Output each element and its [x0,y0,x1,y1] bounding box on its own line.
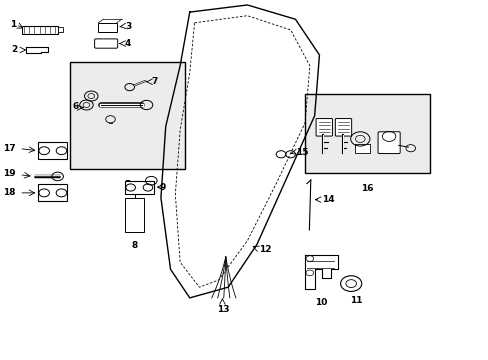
FancyBboxPatch shape [124,181,153,194]
FancyBboxPatch shape [98,23,117,32]
FancyBboxPatch shape [377,132,399,154]
FancyBboxPatch shape [315,118,332,136]
FancyBboxPatch shape [355,144,369,153]
Text: 7: 7 [151,77,157,86]
Text: 2: 2 [12,45,18,54]
Text: 4: 4 [124,39,131,48]
FancyBboxPatch shape [69,62,184,169]
FancyBboxPatch shape [335,118,351,136]
Text: 9: 9 [159,183,165,192]
Text: 10: 10 [315,298,327,307]
FancyBboxPatch shape [305,94,429,173]
Text: 15: 15 [296,148,308,157]
Text: 5: 5 [124,180,130,189]
FancyBboxPatch shape [124,198,144,232]
Text: 17: 17 [3,144,16,153]
FancyBboxPatch shape [39,184,67,202]
FancyBboxPatch shape [39,142,67,159]
Text: 14: 14 [321,195,334,204]
Text: 11: 11 [349,296,362,305]
Text: 16: 16 [361,184,373,193]
FancyBboxPatch shape [95,39,118,48]
Text: 13: 13 [217,305,229,314]
Text: 18: 18 [3,188,16,197]
Text: 1: 1 [10,20,16,29]
FancyBboxPatch shape [58,27,63,32]
Text: 6: 6 [72,102,78,111]
Text: 3: 3 [124,22,131,31]
Text: 8: 8 [131,241,137,250]
Text: 19: 19 [3,169,16,178]
Text: 12: 12 [259,245,271,254]
FancyBboxPatch shape [21,26,58,33]
